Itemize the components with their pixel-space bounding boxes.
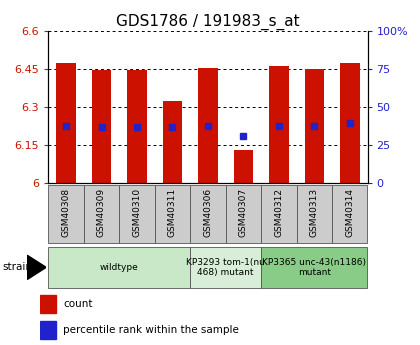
Bar (163, 101, 182, 183)
Bar (40, 321, 56, 339)
Polygon shape (27, 255, 46, 279)
Text: GSM40306: GSM40306 (203, 188, 213, 237)
Bar (127, 70, 147, 183)
Text: strain: strain (2, 263, 32, 272)
Bar (40, 295, 56, 313)
Bar (119, 185, 155, 243)
Bar (92, 70, 111, 183)
Bar (48, 185, 84, 243)
Bar (269, 67, 289, 183)
Bar (190, 247, 261, 288)
Bar (56, 63, 76, 183)
Text: percentile rank within the sample: percentile rank within the sample (63, 325, 239, 335)
Text: GSM40314: GSM40314 (345, 188, 354, 237)
Text: wildtype: wildtype (100, 263, 139, 272)
Bar (234, 150, 253, 183)
Bar (190, 185, 226, 243)
Text: GSM40308: GSM40308 (62, 188, 71, 237)
Text: count: count (63, 299, 92, 309)
Bar (155, 185, 190, 243)
Bar (84, 185, 119, 243)
Bar (48, 247, 190, 288)
Bar (198, 68, 218, 183)
Bar (340, 63, 360, 183)
Text: GSM40307: GSM40307 (239, 188, 248, 237)
Bar (332, 185, 368, 243)
Text: GSM40311: GSM40311 (168, 188, 177, 237)
Bar (304, 69, 324, 183)
Text: GSM40312: GSM40312 (274, 188, 284, 237)
Text: GSM40309: GSM40309 (97, 188, 106, 237)
Bar (297, 185, 332, 243)
Text: GSM40313: GSM40313 (310, 188, 319, 237)
Bar (226, 185, 261, 243)
Text: GSM40310: GSM40310 (132, 188, 142, 237)
Bar (261, 247, 368, 288)
Title: GDS1786 / 191983_s_at: GDS1786 / 191983_s_at (116, 13, 300, 30)
Bar (261, 185, 297, 243)
Text: KP3293 tom-1(nu
468) mutant: KP3293 tom-1(nu 468) mutant (186, 258, 265, 277)
Text: KP3365 unc-43(n1186)
mutant: KP3365 unc-43(n1186) mutant (262, 258, 366, 277)
